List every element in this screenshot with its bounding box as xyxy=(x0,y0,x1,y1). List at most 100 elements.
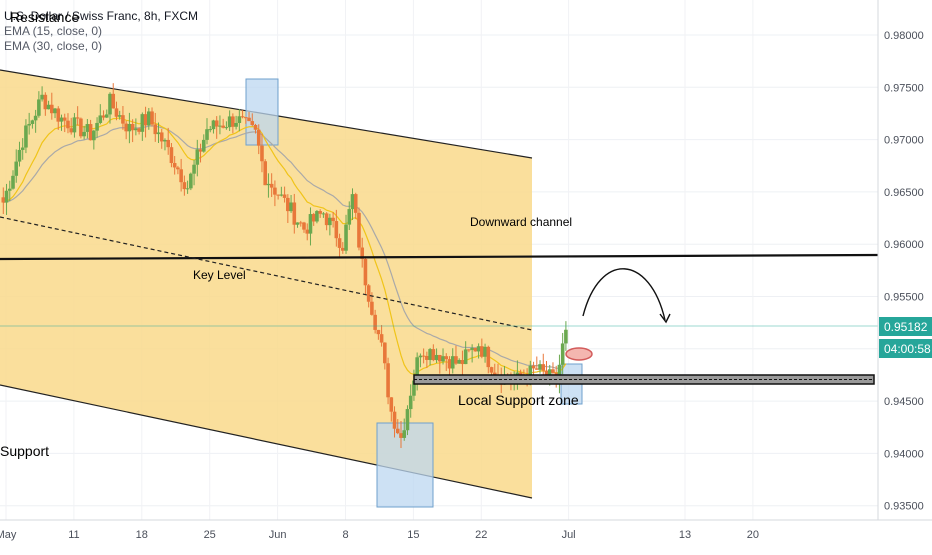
time-tick-label: May xyxy=(0,529,17,541)
candle xyxy=(231,113,235,134)
candle xyxy=(470,344,474,363)
candle xyxy=(14,149,19,183)
candle xyxy=(260,133,264,173)
ema30-legend[interactable]: EMA (30, close, 0) xyxy=(4,39,103,53)
symbol-title[interactable]: U.S. Dollar / Swiss Franc, 8h, FXCM xyxy=(4,9,199,23)
time-axis[interactable]: May 11 18 25 Jun 8 15 22 Jul 13 20 xyxy=(0,529,759,541)
candle xyxy=(46,100,51,110)
candle xyxy=(172,156,177,175)
chart-legend[interactable]: U.S. Dollar / Swiss Franc, 8h, FXCM EMA … xyxy=(4,9,198,54)
candle xyxy=(298,220,303,227)
candle xyxy=(59,114,64,131)
candle xyxy=(366,284,371,308)
candle xyxy=(114,101,119,121)
support-label: Support xyxy=(0,443,49,459)
candle xyxy=(198,143,203,163)
current-price-tag: 0.95182 04:00:58 xyxy=(879,317,932,358)
candle xyxy=(454,345,458,365)
price-tick-label: 0.94500 xyxy=(884,396,924,408)
candle xyxy=(101,110,106,121)
price-axis[interactable]: 0.98000 0.97500 0.97000 0.96500 0.96000 0.955… xyxy=(884,30,924,513)
time-tick-label: 13 xyxy=(679,529,691,541)
candle xyxy=(98,104,103,125)
candle xyxy=(418,353,423,368)
candle xyxy=(185,180,190,194)
candle xyxy=(263,159,267,186)
candle xyxy=(108,92,112,124)
time-tick-label: 8 xyxy=(342,529,348,541)
candle xyxy=(127,112,132,144)
candle xyxy=(192,159,196,186)
candle xyxy=(334,209,339,247)
price-tick-label: 0.97000 xyxy=(884,135,924,147)
candle xyxy=(82,125,86,140)
candle xyxy=(62,113,67,133)
candle xyxy=(560,332,565,375)
candle xyxy=(476,343,481,359)
candle xyxy=(256,124,261,155)
candle xyxy=(214,116,219,139)
channel-lower-line xyxy=(0,384,533,499)
candle xyxy=(17,141,22,167)
candle xyxy=(425,351,429,368)
candle xyxy=(104,109,109,118)
time-tick-label: 22 xyxy=(475,529,487,541)
candle xyxy=(72,113,77,138)
candle xyxy=(266,173,271,198)
candle xyxy=(182,175,187,196)
candle xyxy=(253,123,258,134)
candle xyxy=(273,180,277,207)
candle xyxy=(111,83,116,109)
candle xyxy=(434,348,439,364)
candle xyxy=(40,86,44,102)
candle xyxy=(75,106,80,126)
candle xyxy=(33,109,38,133)
candle xyxy=(405,405,410,436)
candle xyxy=(421,348,426,364)
candle xyxy=(79,117,83,139)
candle xyxy=(117,110,122,120)
time-tick-label: 15 xyxy=(407,529,419,541)
candle xyxy=(156,122,161,143)
price-tick-label: 0.93500 xyxy=(884,501,924,513)
candle xyxy=(20,138,25,160)
candle xyxy=(308,207,313,246)
candle xyxy=(395,419,400,435)
candle xyxy=(221,118,225,129)
candle xyxy=(328,213,332,236)
price-tick-label: 0.97500 xyxy=(884,82,924,94)
candle xyxy=(11,170,15,190)
candle xyxy=(341,242,345,254)
candle xyxy=(344,214,348,254)
candle xyxy=(286,194,290,224)
local-support-zone-label: Local Support zone xyxy=(458,392,579,408)
candle xyxy=(56,106,61,130)
candle xyxy=(150,107,154,127)
candle xyxy=(347,201,352,231)
candle xyxy=(153,112,158,142)
candle xyxy=(121,105,125,130)
candle xyxy=(428,347,432,366)
candle xyxy=(208,126,213,133)
candle xyxy=(147,107,151,130)
price-tick-label: 0.95500 xyxy=(884,292,924,304)
candle xyxy=(292,193,297,234)
candle xyxy=(331,211,335,228)
time-tick-label: 25 xyxy=(204,529,216,541)
candle xyxy=(88,119,93,141)
candle xyxy=(353,192,358,220)
ema15-legend[interactable]: EMA (15, close, 0) xyxy=(4,24,103,38)
candle xyxy=(441,348,445,365)
candle xyxy=(143,106,148,138)
candle xyxy=(95,117,99,138)
candle xyxy=(408,384,413,418)
candle xyxy=(480,338,484,359)
candle xyxy=(27,112,31,135)
candle xyxy=(463,341,468,365)
candle xyxy=(282,186,287,203)
candle xyxy=(179,158,183,192)
candle xyxy=(240,110,245,119)
candle xyxy=(376,329,381,340)
downward-channel-area xyxy=(0,70,532,498)
